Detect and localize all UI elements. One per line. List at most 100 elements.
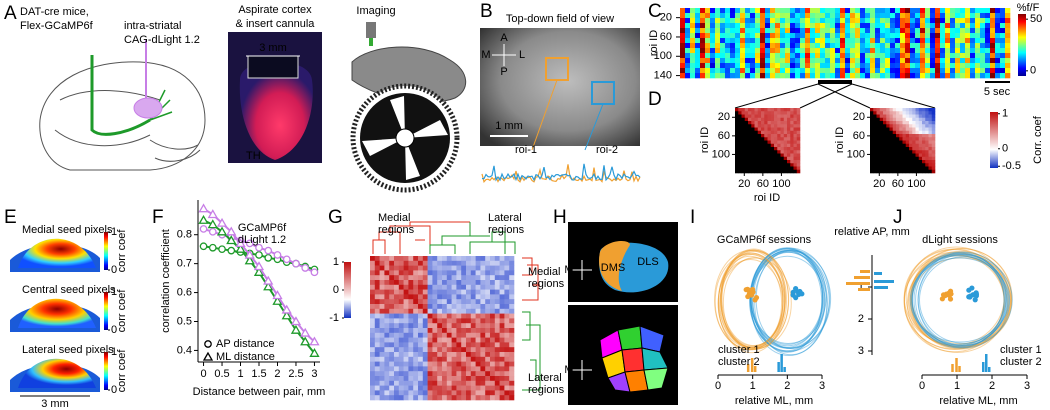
matrix-cell bbox=[928, 114, 933, 119]
heatmap-cell bbox=[910, 63, 916, 69]
heatmap-cell bbox=[815, 48, 821, 54]
matrix-cell bbox=[403, 347, 409, 353]
heatmap-cell bbox=[745, 28, 751, 34]
heatmap-cell bbox=[690, 18, 696, 24]
matrix-cell bbox=[418, 352, 424, 358]
heatmap-cell bbox=[725, 63, 731, 69]
matrix-cell bbox=[796, 169, 801, 174]
heatmap-cell bbox=[905, 63, 911, 69]
heatmap-cell bbox=[820, 8, 826, 14]
marker bbox=[300, 327, 311, 337]
matrix-cell bbox=[754, 156, 759, 161]
matrix-cell bbox=[384, 376, 390, 382]
matrix-cell bbox=[408, 318, 414, 324]
heatmap-cell bbox=[850, 28, 856, 34]
matrix-cell bbox=[931, 137, 936, 141]
session-outline bbox=[721, 248, 786, 347]
matrix-cell bbox=[504, 294, 510, 300]
matrix-cell bbox=[456, 265, 462, 271]
matrix-cell bbox=[499, 270, 505, 276]
matrix-cell bbox=[427, 270, 433, 276]
cluster-dot bbox=[972, 297, 978, 303]
heatmap-cell bbox=[975, 43, 981, 49]
heatmap-cell bbox=[775, 58, 781, 64]
heatmap-cell bbox=[820, 33, 826, 39]
matrix-cell bbox=[899, 127, 903, 132]
heatmap-cell bbox=[1005, 53, 1011, 59]
matrix-cell bbox=[427, 376, 433, 382]
matrix-cell bbox=[928, 130, 933, 135]
matrix-cell bbox=[504, 280, 510, 286]
heatmap-cell bbox=[945, 48, 951, 54]
heatmap-cell bbox=[965, 18, 971, 24]
session-outline bbox=[905, 246, 1007, 347]
matrix-cell bbox=[394, 332, 400, 338]
cluster-dot bbox=[795, 289, 801, 295]
heatmap-cell bbox=[920, 28, 926, 34]
matrix-cell bbox=[456, 299, 462, 305]
heatmap-cell bbox=[745, 23, 751, 29]
matrix-cell bbox=[767, 134, 772, 138]
heatmap-cell bbox=[730, 28, 736, 34]
heatmap-cell bbox=[880, 28, 886, 34]
tick-label: 60 bbox=[660, 31, 672, 43]
heatmap-cell bbox=[690, 53, 696, 59]
matrix-cell bbox=[446, 352, 452, 358]
heatmap-cell bbox=[845, 58, 851, 64]
matrix-cell bbox=[922, 150, 926, 154]
heatmap-cell bbox=[825, 8, 831, 14]
matrix-cell bbox=[896, 137, 900, 141]
marker bbox=[290, 324, 302, 334]
matrix-cell bbox=[741, 160, 746, 164]
matrix-cell bbox=[422, 260, 428, 266]
matrix-cell bbox=[413, 308, 419, 314]
heatmap-cell bbox=[815, 33, 821, 39]
matrix-cell bbox=[370, 284, 376, 290]
matrix-cell bbox=[494, 385, 500, 391]
matrix-cell bbox=[432, 371, 438, 377]
heatmap-cell bbox=[835, 68, 841, 74]
matrix-cell bbox=[418, 275, 424, 281]
session-outline bbox=[749, 255, 826, 349]
marker bbox=[198, 203, 209, 213]
heatmap-cell bbox=[910, 8, 916, 14]
matrix-cell bbox=[918, 121, 923, 125]
matrix-cell bbox=[504, 289, 510, 295]
heatmap-cell bbox=[740, 43, 746, 49]
heatmap-cell bbox=[750, 23, 756, 29]
matrix-cell bbox=[757, 108, 762, 112]
heatmap-cell bbox=[975, 33, 981, 39]
matrix-cell bbox=[735, 124, 739, 128]
matrix-cell bbox=[475, 376, 481, 382]
heatmap-cell bbox=[845, 33, 851, 39]
matrix-cell bbox=[490, 332, 496, 338]
matrix-cell bbox=[389, 390, 395, 396]
heatmap-cell bbox=[885, 13, 891, 19]
matrix-cell bbox=[470, 366, 476, 372]
matrix-cell bbox=[928, 160, 933, 164]
matrix-cell bbox=[751, 124, 755, 128]
matrix-cell bbox=[767, 153, 772, 158]
matrix-cell bbox=[480, 270, 486, 276]
matrix-cell bbox=[499, 318, 505, 324]
matrix-cell bbox=[925, 114, 929, 119]
matrix-cell bbox=[912, 150, 916, 154]
heatmap-cell bbox=[775, 63, 781, 69]
matrix-cell bbox=[931, 121, 936, 125]
heatmap-cell bbox=[995, 68, 1001, 74]
heatmap-cell bbox=[985, 23, 991, 29]
matrix-cell bbox=[764, 163, 768, 167]
heatmap-cell bbox=[885, 58, 891, 64]
compass: A bbox=[578, 349, 586, 361]
heatmap-cell bbox=[765, 53, 771, 59]
heatmap-cell bbox=[730, 13, 736, 19]
matrix-cell bbox=[905, 143, 910, 148]
matrix-cell bbox=[451, 284, 457, 290]
heatmap-cell bbox=[760, 18, 766, 24]
matrix-cell bbox=[384, 328, 390, 334]
matrix-cell bbox=[905, 147, 910, 151]
matrix-cell bbox=[499, 385, 505, 391]
matrix-cell bbox=[384, 313, 390, 319]
matrix-cell bbox=[873, 111, 877, 115]
heatmap-cell bbox=[975, 53, 981, 59]
